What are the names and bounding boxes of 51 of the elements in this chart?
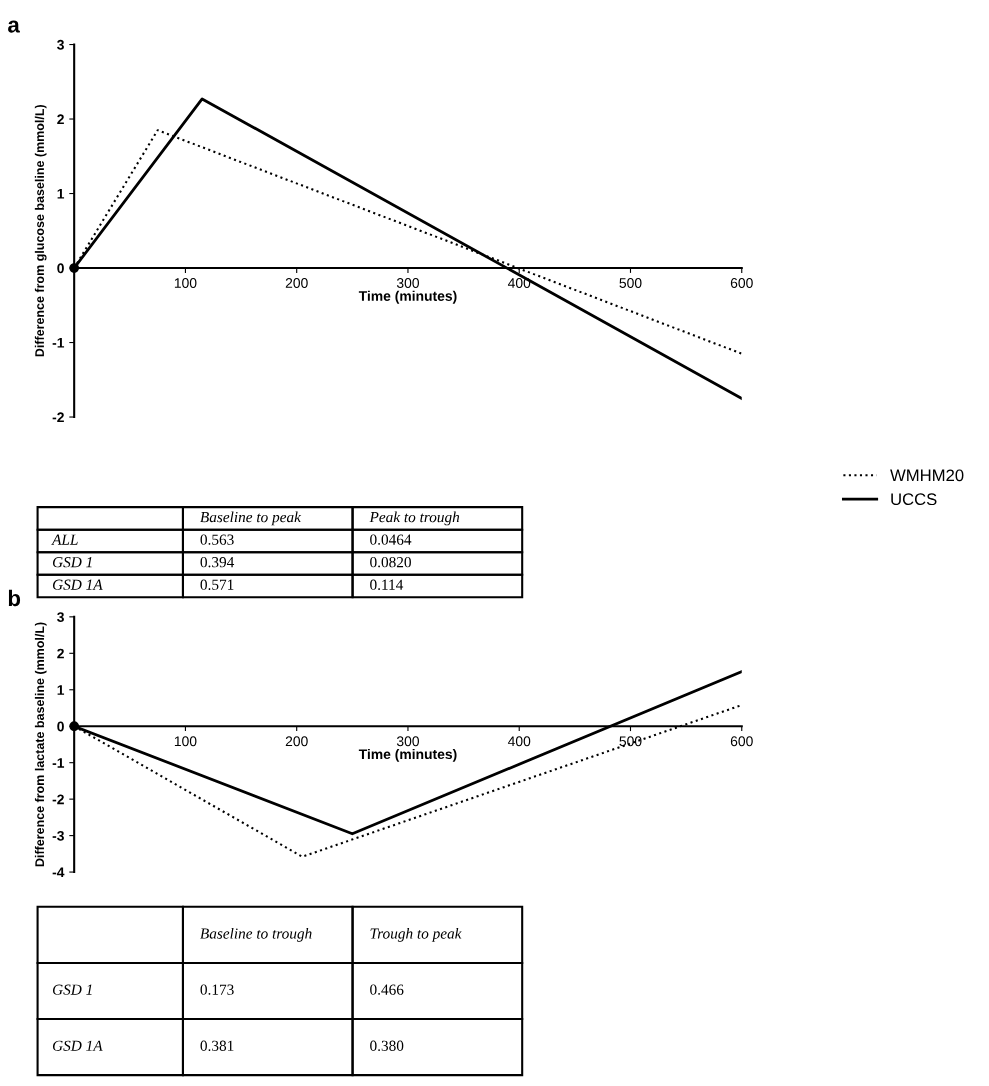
x-tick-label: 200	[285, 736, 308, 747]
x-tick-label: 200	[285, 278, 308, 288]
text: Trough to peak	[370, 927, 462, 942]
text: Baseline to peak	[200, 511, 302, 526]
text: GSD 1A	[52, 579, 103, 590]
y-tick-label: 1	[57, 189, 65, 199]
text: 0.563	[200, 534, 234, 545]
x-tick-label: 500	[619, 278, 642, 288]
x-axis-title: Time (minutes)	[358, 290, 457, 304]
text: 0.571	[200, 579, 234, 590]
x-axis-title: Time (minutes)	[358, 748, 457, 762]
x-tick-label: 300	[396, 278, 420, 288]
y-axis-title: Difference from lactate baseline (mmol/L)	[34, 622, 47, 867]
x-tick-label: 600	[730, 736, 753, 747]
x-tick-label: 100	[174, 736, 197, 747]
chart-title: a	[8, 20, 20, 33]
y-tick-label: 0	[57, 263, 64, 274]
text: 0.173	[200, 984, 234, 995]
y-tick-label: 3	[57, 612, 64, 623]
text: Peak to trough	[369, 511, 460, 526]
x-tick-label: 100	[174, 278, 197, 288]
x-tick-label: 400	[507, 736, 531, 747]
y-axis-title: Difference from glucose baseline (mmol/L)	[34, 104, 47, 357]
y-tick-label: -2	[52, 412, 64, 423]
text: 0.114	[370, 579, 404, 590]
x-tick-label: 600	[730, 278, 753, 288]
y-tick-label: -1	[52, 758, 65, 768]
y-tick-label: -3	[52, 830, 64, 841]
text: GSD 1	[52, 984, 92, 995]
text: GSD 1	[52, 557, 92, 568]
text: 0.0464	[370, 534, 412, 545]
text: 0.380	[370, 1040, 404, 1051]
y-tick-label: 2	[57, 648, 64, 659]
text: GSD 1A	[52, 1040, 103, 1051]
y-tick-label: 1	[57, 685, 65, 695]
y-tick-label: 2	[57, 114, 64, 125]
text: 0.466	[370, 984, 404, 995]
y-tick-label: 3	[57, 39, 64, 50]
legend-label: WMHM20	[890, 469, 964, 482]
y-tick-label: -1	[52, 338, 65, 348]
chart-title: b	[8, 589, 21, 607]
text: 0.394	[200, 557, 235, 568]
legend-label: UCCS	[891, 493, 937, 506]
text: 0.381	[200, 1040, 234, 1051]
y-tick-label: 0	[57, 721, 64, 732]
text: 0.0820	[370, 557, 411, 568]
y-tick-label: -2	[52, 794, 64, 805]
text: ALL	[51, 534, 78, 545]
x-tick-label: 300	[396, 736, 420, 747]
y-tick-label: -4	[52, 867, 65, 878]
text: Baseline to trough	[200, 927, 312, 942]
